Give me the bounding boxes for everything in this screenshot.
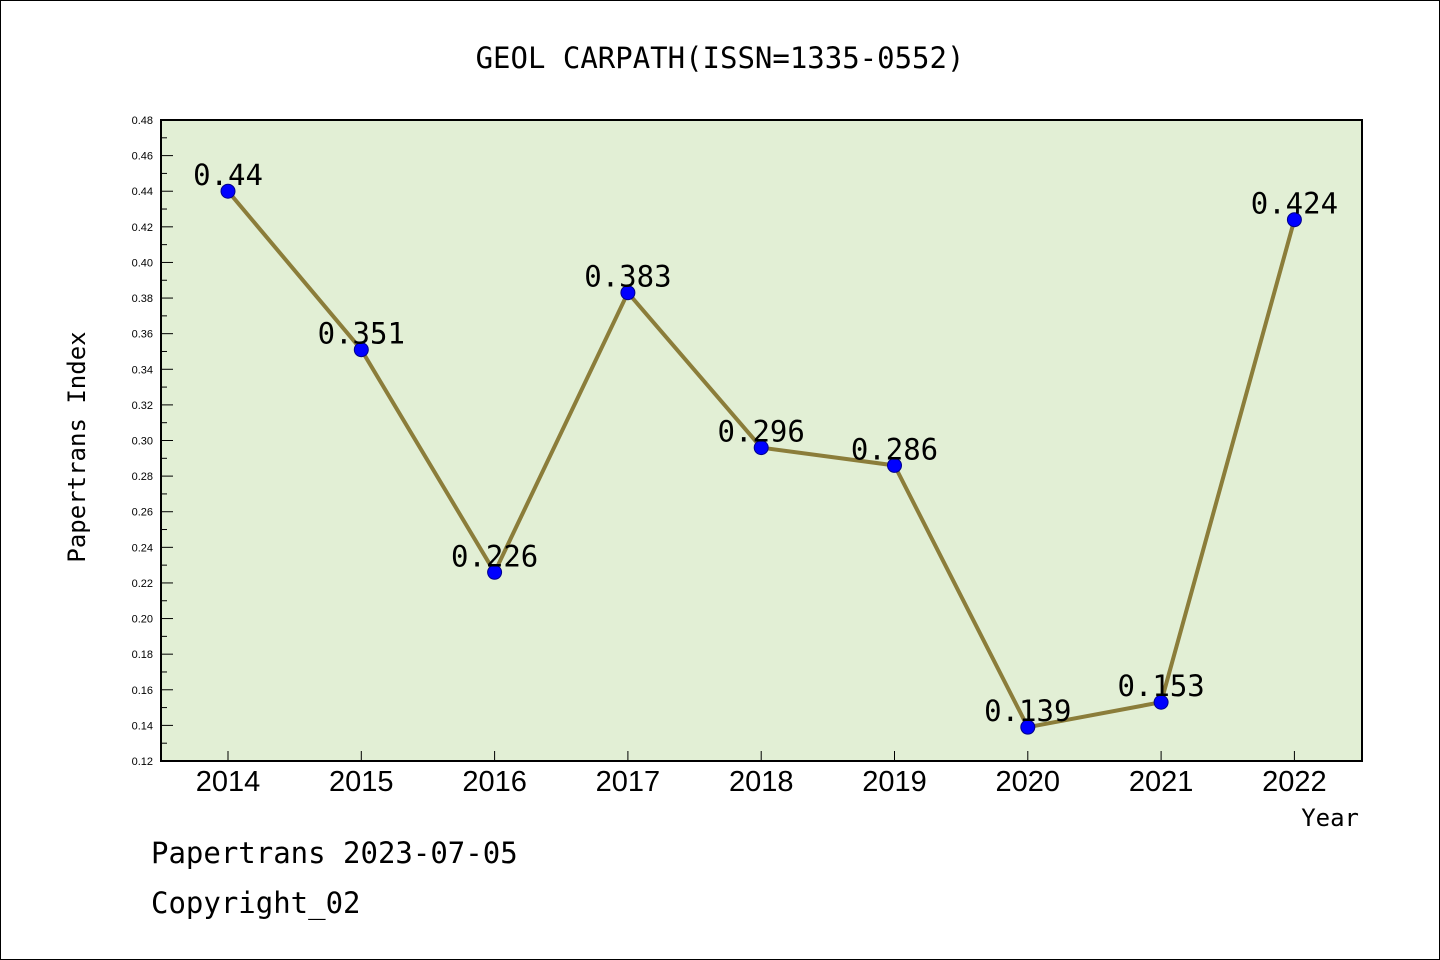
- y-tick-label: 0.20: [132, 614, 153, 626]
- data-point: [1153, 694, 1169, 710]
- y-tick-label: 0.12: [132, 756, 153, 768]
- x-tick-label: 2021: [1129, 766, 1194, 798]
- x-tick-label: 2018: [729, 766, 794, 798]
- footer-copyright: Copyright_02: [151, 886, 361, 920]
- data-point: [887, 457, 902, 473]
- x-tick-label: 2019: [862, 766, 927, 798]
- y-tick-label: 0.30: [132, 436, 153, 448]
- data-label: 0.153: [1117, 669, 1204, 703]
- y-tick-label: 0.24: [132, 542, 153, 554]
- x-axis: 2014 2015 2016 2017 2018 2019 2020 2021 2022: [196, 751, 1327, 798]
- y-axis-title: Papertrans Index: [63, 331, 91, 562]
- data-markers: [220, 183, 1302, 735]
- x-axis-title: Year: [1301, 804, 1359, 832]
- x-tick-label: 2014: [196, 766, 261, 798]
- y-tick-label: 0.18: [132, 649, 153, 661]
- y-tick-label: 0.26: [132, 507, 153, 519]
- x-tick-label: 2016: [462, 766, 527, 798]
- data-point: [353, 342, 369, 358]
- x-tick-label: 2017: [596, 766, 661, 798]
- data-label: 0.226: [451, 539, 538, 573]
- chart-title: GEOL CARPATH(ISSN=1335-0552): [476, 41, 965, 75]
- y-tick-label: 0.22: [132, 578, 153, 590]
- data-label: 0.296: [718, 415, 805, 449]
- y-tick-label: 0.44: [132, 186, 153, 198]
- footer-date-line: Papertrans 2023-07-05: [151, 836, 518, 870]
- data-label: 0.424: [1251, 187, 1338, 221]
- y-axis: 0.12 0.14 0.16 0.18 0.20 0.22 0.24 0.26 0.28 0.30…: [132, 115, 173, 768]
- y-tick-label: 0.34: [132, 364, 153, 376]
- y-tick-label: 0.36: [132, 329, 153, 341]
- data-point: [753, 440, 769, 456]
- y-tick-label: 0.32: [132, 400, 153, 412]
- data-point: [1286, 212, 1302, 228]
- y-tick-label: 0.48: [132, 115, 153, 127]
- data-label: 0.383: [584, 260, 671, 294]
- y-tick-label: 0.14: [132, 720, 153, 732]
- data-label: 0.44: [193, 158, 263, 192]
- x-tick-label: 2020: [996, 766, 1061, 798]
- data-label: 0.139: [984, 694, 1071, 728]
- y-tick-label: 0.16: [132, 685, 153, 697]
- y-tick-label: 0.28: [132, 471, 153, 483]
- data-point: [1020, 719, 1036, 735]
- y-tick-label: 0.40: [132, 257, 153, 269]
- data-labels: 0.44 0.351 0.226 0.383 0.296 0.286 0.139 0.153 0…: [193, 158, 1338, 728]
- x-tick-label: 2015: [329, 766, 394, 798]
- y-tick-label: 0.38: [132, 293, 153, 305]
- y-tick-label: 0.46: [132, 151, 153, 163]
- x-tick-label: 2022: [1262, 766, 1327, 798]
- data-point: [620, 285, 636, 301]
- data-point: [220, 183, 236, 199]
- data-point: [487, 564, 503, 580]
- data-label: 0.286: [851, 432, 938, 466]
- y-tick-label: 0.42: [132, 222, 153, 234]
- data-label: 0.351: [318, 317, 405, 351]
